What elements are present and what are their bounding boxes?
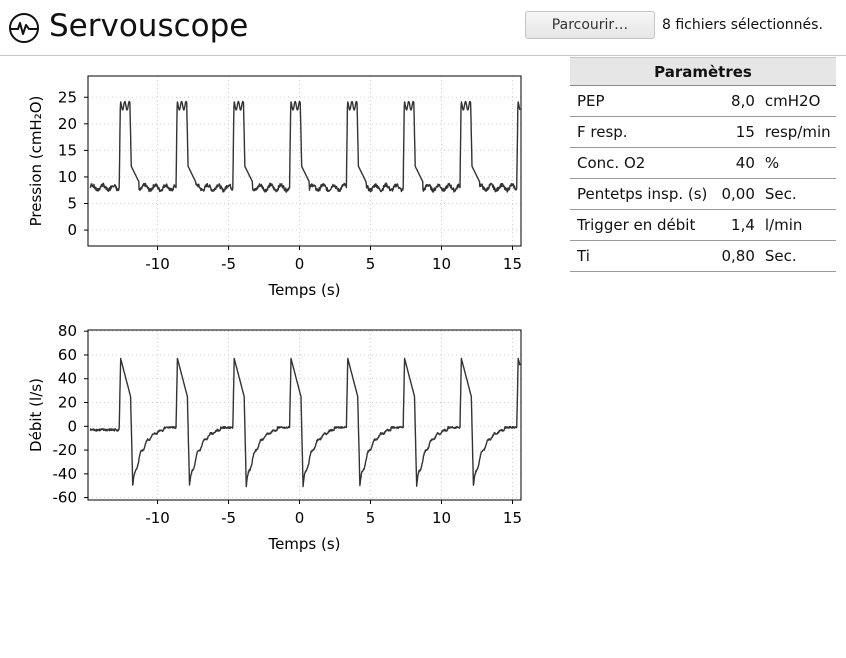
y-tick-label: 15 — [58, 141, 77, 159]
param-row: Ti 0,80 Sec. — [570, 240, 836, 272]
param-value: 40 — [718, 147, 763, 179]
x-tick-label: -10 — [145, 509, 170, 527]
x-tick-label: 10 — [432, 509, 451, 527]
param-unit: l/min — [762, 209, 836, 241]
param-unit: Sec. — [762, 178, 836, 210]
param-row: F resp. 15 resp/min — [570, 116, 836, 148]
series-line — [89, 357, 521, 488]
y-tick-label: 25 — [58, 88, 77, 106]
y-axis-label: Pression (cmH₂O) — [27, 96, 45, 227]
x-tick-label: 15 — [503, 255, 522, 273]
waveform-icon — [9, 13, 39, 43]
param-value: 0,80 — [718, 240, 763, 272]
param-name: Ti — [570, 240, 719, 272]
y-tick-label: -60 — [53, 489, 78, 507]
param-unit: cmH2O — [762, 85, 836, 117]
x-tick-label: -10 — [145, 255, 170, 273]
parameters-header: Paramètres — [570, 57, 836, 86]
param-name: Pentetps insp. (s) — [570, 178, 719, 210]
series-line — [89, 100, 521, 193]
y-tick-label: 0 — [67, 417, 77, 435]
param-row: Trigger en débit 1,4 l/min — [570, 209, 836, 241]
param-row: PEP 8,0 cmH2O — [570, 85, 836, 117]
x-tick-label: -5 — [221, 509, 236, 527]
app-title: Servouscope — [49, 8, 249, 44]
param-name: Trigger en débit — [570, 209, 719, 241]
x-tick-label: 0 — [295, 509, 305, 527]
app-header: Servouscope Parcourir… 8 fichiers sélect… — [0, 0, 846, 56]
pressure-chart: -10 -5 0 5 10 15 0 5 10 15 20 25 Temps (s) Pression (… — [27, 75, 522, 299]
param-value: 1,4 — [718, 209, 763, 241]
plot-area — [88, 330, 521, 500]
x-tick-label: -5 — [221, 255, 236, 273]
plot-frame — [87, 75, 522, 247]
x-tick-label: 5 — [366, 509, 376, 527]
files-selected-status: 8 fichiers sélectionnés. — [662, 17, 823, 33]
y-tick-label: 20 — [58, 115, 77, 133]
x-tick-label: 5 — [366, 255, 376, 273]
y-tick-label: 60 — [58, 346, 77, 364]
y-tick-label: 10 — [58, 168, 77, 186]
x-tick-label: 15 — [503, 509, 522, 527]
param-row: Pentetps insp. (s) 0,00 Sec. — [570, 178, 836, 210]
y-tick-label: 40 — [58, 370, 77, 388]
x-axis-label: Temps (s) — [267, 535, 340, 553]
y-tick-label: 5 — [67, 195, 77, 213]
plot-frame — [87, 329, 522, 501]
param-unit: % — [762, 147, 836, 179]
param-name: F resp. — [570, 116, 719, 148]
y-tick-label: 20 — [58, 394, 77, 412]
x-tick-label: 0 — [295, 255, 305, 273]
param-name: Conc. O2 — [570, 147, 719, 179]
param-value: 0,00 — [718, 178, 763, 210]
param-value: 15 — [718, 116, 763, 148]
y-tick-label: 0 — [67, 221, 77, 239]
x-tick-label: 10 — [432, 255, 451, 273]
param-row: Conc. O2 40% — [570, 147, 836, 179]
flow-chart: -10 -5 0 5 10 15 -60 -40 -20 0 20 40 60 80 Temps (s) Dé… — [27, 322, 522, 553]
y-tick-label: -20 — [53, 441, 78, 459]
y-tick-label: 80 — [58, 322, 77, 340]
param-unit: Sec. — [762, 240, 836, 272]
plot-area — [88, 76, 521, 246]
y-axis-label: Débit (l/s) — [27, 378, 45, 452]
browse-button[interactable]: Parcourir… — [525, 11, 655, 39]
param-value: 8,0 — [718, 85, 763, 117]
x-axis-label: Temps (s) — [267, 281, 340, 299]
param-unit: resp/min — [762, 116, 836, 148]
param-name: PEP — [570, 85, 719, 117]
y-tick-label: -40 — [53, 465, 78, 483]
parameters-table: Paramètres PEP 8,0 cmH2O F resp. 15 resp/min C… — [570, 57, 836, 272]
